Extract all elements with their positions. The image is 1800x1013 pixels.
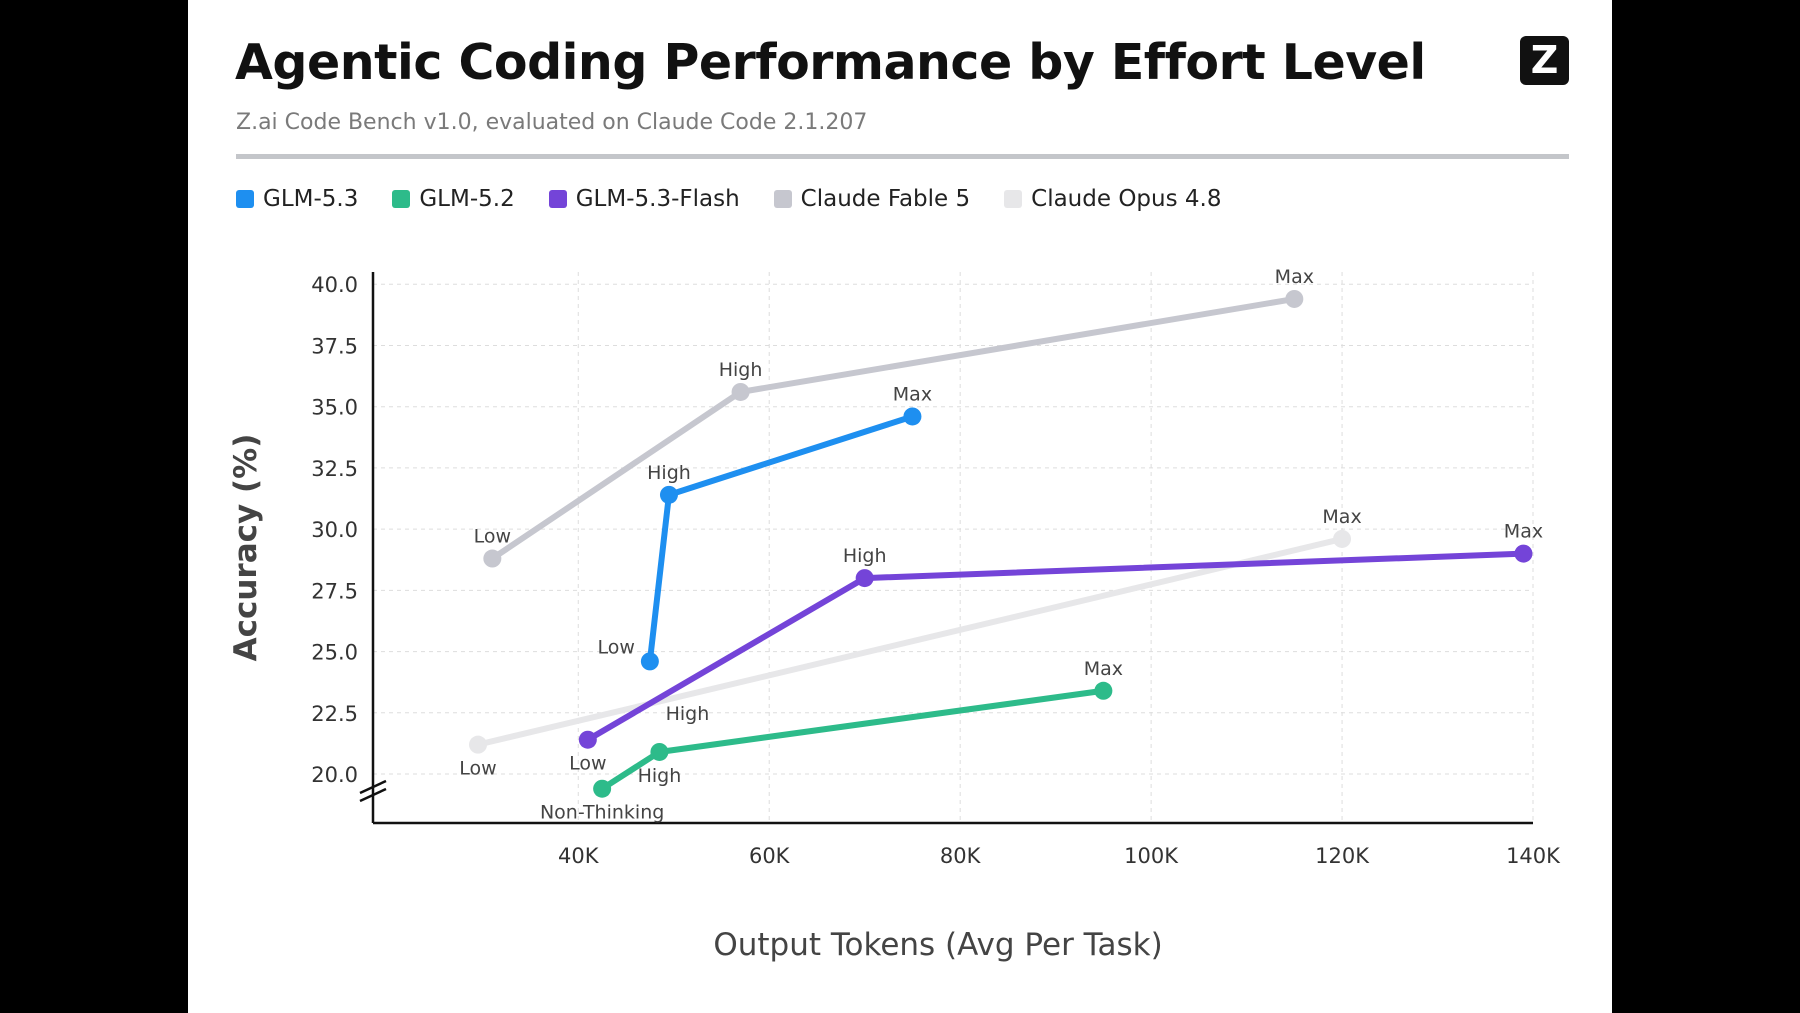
series-line [489,295,1298,562]
legend-label: GLM-5.2 [419,186,515,212]
point-label: Low [569,753,606,775]
title-divider [236,154,1569,159]
y-tick-label: 40.0 [311,273,358,297]
y-tick-label: 37.5 [311,334,358,358]
legend-item-glm-5-2: GLM-5.2 [392,186,515,212]
legend-swatch [392,190,411,208]
data-point [855,569,874,588]
point-label: Max [1084,658,1123,680]
x-tick-label: 80K [940,844,982,868]
legend-swatch [1004,190,1023,208]
x-tick-label: 40K [558,844,600,868]
legend-label: Claude Opus 4.8 [1031,186,1222,212]
legend-label: GLM-5.3 [263,186,359,212]
line-chart: 20.0 22.5 25.0 27.5 30.0 32.5 35.0 37.5 40.0 40K 6… [228,266,1561,963]
point-label: High [647,462,691,484]
data-point [1094,681,1113,700]
point-label: Max [1322,506,1361,528]
chart-card: Agentic Coding Performance by Effort Lev… [188,0,1612,1013]
y-tick-label: 35.0 [311,396,358,420]
data-point [1514,544,1533,563]
legend-item-glm-5-3-flash: GLM-5.3-Flash [548,186,740,212]
data-point [1285,289,1304,308]
data-point [469,735,488,754]
data-point [593,779,612,798]
annotation-label: High [666,703,710,725]
legend-item-claude-fable-5: Claude Fable 5 [773,186,971,212]
point-label: High [638,765,682,787]
point-label: Non-Thinking [540,802,664,824]
x-axis-label: Output Tokens (Avg Per Task) [713,927,1162,963]
legend-item-claude-opus-4-8: Claude Opus 4.8 [1004,186,1221,212]
y-tick-label: 32.5 [311,457,358,481]
data-point [578,730,597,749]
data-point [731,382,750,401]
data-point [1333,529,1352,548]
y-tick-label: 30.0 [311,518,358,542]
z-logo-icon: Z [1520,36,1569,85]
y-tick-label: 20.0 [311,763,358,787]
data-point [483,549,502,568]
data-point [659,485,678,504]
legend-swatch [773,190,792,208]
logo-glyph: Z [1530,38,1559,82]
point-label: Max [1275,266,1314,288]
legend-swatch [236,190,254,208]
point-label: Low [597,636,634,658]
series-line [475,535,1346,748]
point-label: Low [459,758,496,780]
point-label: Low [474,526,511,548]
data-point [650,742,669,761]
chart-subtitle: Z.ai Code Bench v1.0, evaluated on Claud… [236,110,868,135]
x-tick-label: 100K [1124,844,1179,868]
axis-break-mark [359,779,387,795]
y-axis-label: Accuracy (%) [228,434,264,662]
x-tick-label: 140K [1506,844,1561,868]
chart-title: Agentic Coding Performance by Effort Lev… [235,34,1426,91]
point-label: High [843,545,887,567]
point-label: Max [893,383,932,405]
legend: GLM-5.3 GLM-5.2 GLM-5.3-Flash Claude Fab… [236,184,1255,214]
y-tick-label: 22.5 [311,702,358,726]
legend-label: Claude Fable 5 [800,186,971,212]
point-label: Max [1504,521,1543,543]
legend-item-glm-5-3: GLM-5.3 [236,186,358,212]
legend-swatch [548,190,567,208]
y-tick-label: 27.5 [311,579,358,603]
data-point [640,652,659,671]
x-tick-label: 60K [749,844,791,868]
legend-label: GLM-5.3-Flash [575,186,740,212]
series-line [584,550,1527,743]
x-tick-label: 120K [1315,844,1370,868]
point-label: High [719,359,763,381]
axis-break-mark [359,787,387,803]
y-tick-label: 25.0 [311,641,358,665]
data-point [903,407,922,426]
